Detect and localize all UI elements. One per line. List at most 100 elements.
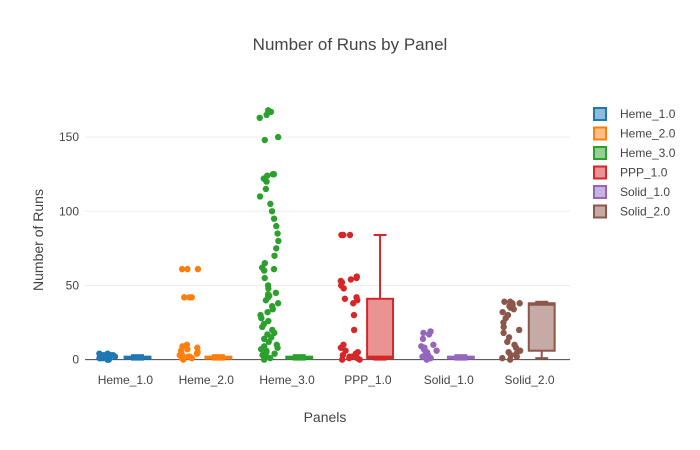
data-point: [499, 308, 506, 316]
data-point: [274, 133, 282, 141]
data-point: [354, 348, 362, 356]
y-tick-label: 100: [59, 204, 79, 218]
series-Heme_1.0: [96, 350, 152, 363]
series-Solid_1.0: [418, 328, 475, 363]
data-point: [194, 265, 202, 273]
legend-item-Heme_3.0[interactable]: Heme_3.0: [593, 146, 676, 160]
series-Heme_3.0: [256, 107, 314, 363]
data-point: [262, 185, 270, 193]
legend-swatch: [593, 107, 607, 121]
data-point: [267, 200, 274, 208]
legend-item-PPP_1.0[interactable]: PPP_1.0: [593, 165, 668, 180]
data-point: [264, 308, 271, 316]
chart-title: Number of Runs by Panel: [253, 35, 448, 54]
data-point: [346, 353, 353, 360]
x-tick-label: Heme_3.0: [259, 373, 315, 387]
data-point: [269, 326, 276, 334]
data-point: [427, 328, 434, 335]
data-point: [501, 298, 508, 305]
x-tick-label: Heme_2.0: [179, 373, 235, 387]
data-point: [264, 291, 272, 298]
x-tick-label: PPP_1.0: [344, 373, 392, 387]
data-point: [433, 347, 440, 354]
x-axis-ticks: Heme_1.0 Heme_2.0 Heme_3.0 PPP_1.0 Solid_1.0…: [98, 373, 555, 387]
data-point: [346, 231, 354, 239]
data-point: [500, 329, 507, 337]
legend-label: Heme_3.0: [620, 146, 676, 160]
data-point: [505, 334, 513, 341]
data-point: [347, 276, 355, 283]
data-point: [261, 274, 268, 282]
data-point: [271, 350, 278, 357]
legend-item-Solid_1.0[interactable]: Solid_1.0: [593, 185, 670, 199]
data-point: [264, 172, 271, 179]
legend[interactable]: Heme_1.0 Heme_2.0 Heme_3.0 PPP_1.0 Solid_1.0…: [593, 107, 676, 219]
data-point: [337, 277, 345, 285]
plot-area: [96, 107, 556, 363]
series-PPP_1.0: [337, 231, 394, 363]
data-point: [178, 265, 186, 273]
data-point: [270, 215, 278, 222]
data-point: [264, 282, 272, 289]
data-point: [185, 353, 192, 360]
data-point: [350, 311, 358, 319]
x-tick-label: Heme_1.0: [98, 373, 154, 387]
data-point: [261, 343, 268, 350]
data-point: [505, 348, 512, 356]
box: [527, 302, 556, 352]
legend-item-Heme_1.0[interactable]: Heme_1.0: [593, 107, 676, 121]
data-point: [516, 300, 523, 307]
data-point: [350, 326, 358, 334]
data-point: [188, 294, 196, 301]
legend-label: Heme_2.0: [620, 127, 676, 141]
data-point: [273, 341, 280, 348]
data-point: [419, 335, 427, 343]
data-point: [261, 259, 269, 267]
data-point: [183, 341, 191, 348]
data-point: [341, 295, 349, 302]
data-point: [504, 311, 512, 319]
y-axis-ticks: 0 50 100 150: [59, 130, 79, 367]
x-tick-label: Solid_2.0: [505, 373, 555, 387]
legend-swatch: [593, 204, 607, 219]
legend-label: Solid_2.0: [620, 205, 670, 219]
data-point: [256, 193, 264, 200]
data-point: [270, 170, 278, 178]
data-point: [342, 347, 349, 354]
y-tick-label: 150: [59, 130, 79, 144]
legend-label: Solid_1.0: [620, 185, 670, 199]
data-point: [264, 107, 272, 114]
data-point: [353, 273, 360, 280]
data-point: [261, 136, 268, 144]
data-point: [265, 317, 272, 325]
data-point: [96, 350, 103, 357]
legend-label: Heme_1.0: [620, 107, 676, 121]
data-point: [270, 265, 278, 273]
data-point: [273, 245, 280, 252]
data-point: [340, 341, 347, 348]
data-point: [507, 298, 514, 305]
data-point: [511, 341, 518, 348]
legend-label: PPP_1.0: [620, 166, 668, 180]
data-point: [260, 335, 268, 343]
data-point: [271, 252, 278, 259]
legend-item-Solid_2.0[interactable]: Solid_2.0: [593, 204, 670, 219]
data-point: [499, 354, 506, 362]
data-point: [268, 208, 276, 215]
data-point: [338, 231, 345, 239]
data-point: [104, 350, 111, 357]
legend-item-Heme_2.0[interactable]: Heme_2.0: [593, 126, 676, 141]
series-Solid_2.0: [499, 298, 556, 363]
data-point: [515, 326, 523, 334]
x-tick-label: Solid_1.0: [424, 373, 474, 387]
data-point: [353, 294, 360, 301]
legend-swatch: [593, 126, 607, 141]
y-tick-label: 50: [66, 278, 80, 292]
data-point: [420, 329, 427, 337]
data-point: [273, 222, 280, 230]
data-point: [274, 230, 281, 237]
legend-swatch: [593, 146, 607, 160]
data-point: [430, 341, 437, 348]
series-Heme_2.0: [176, 265, 233, 363]
